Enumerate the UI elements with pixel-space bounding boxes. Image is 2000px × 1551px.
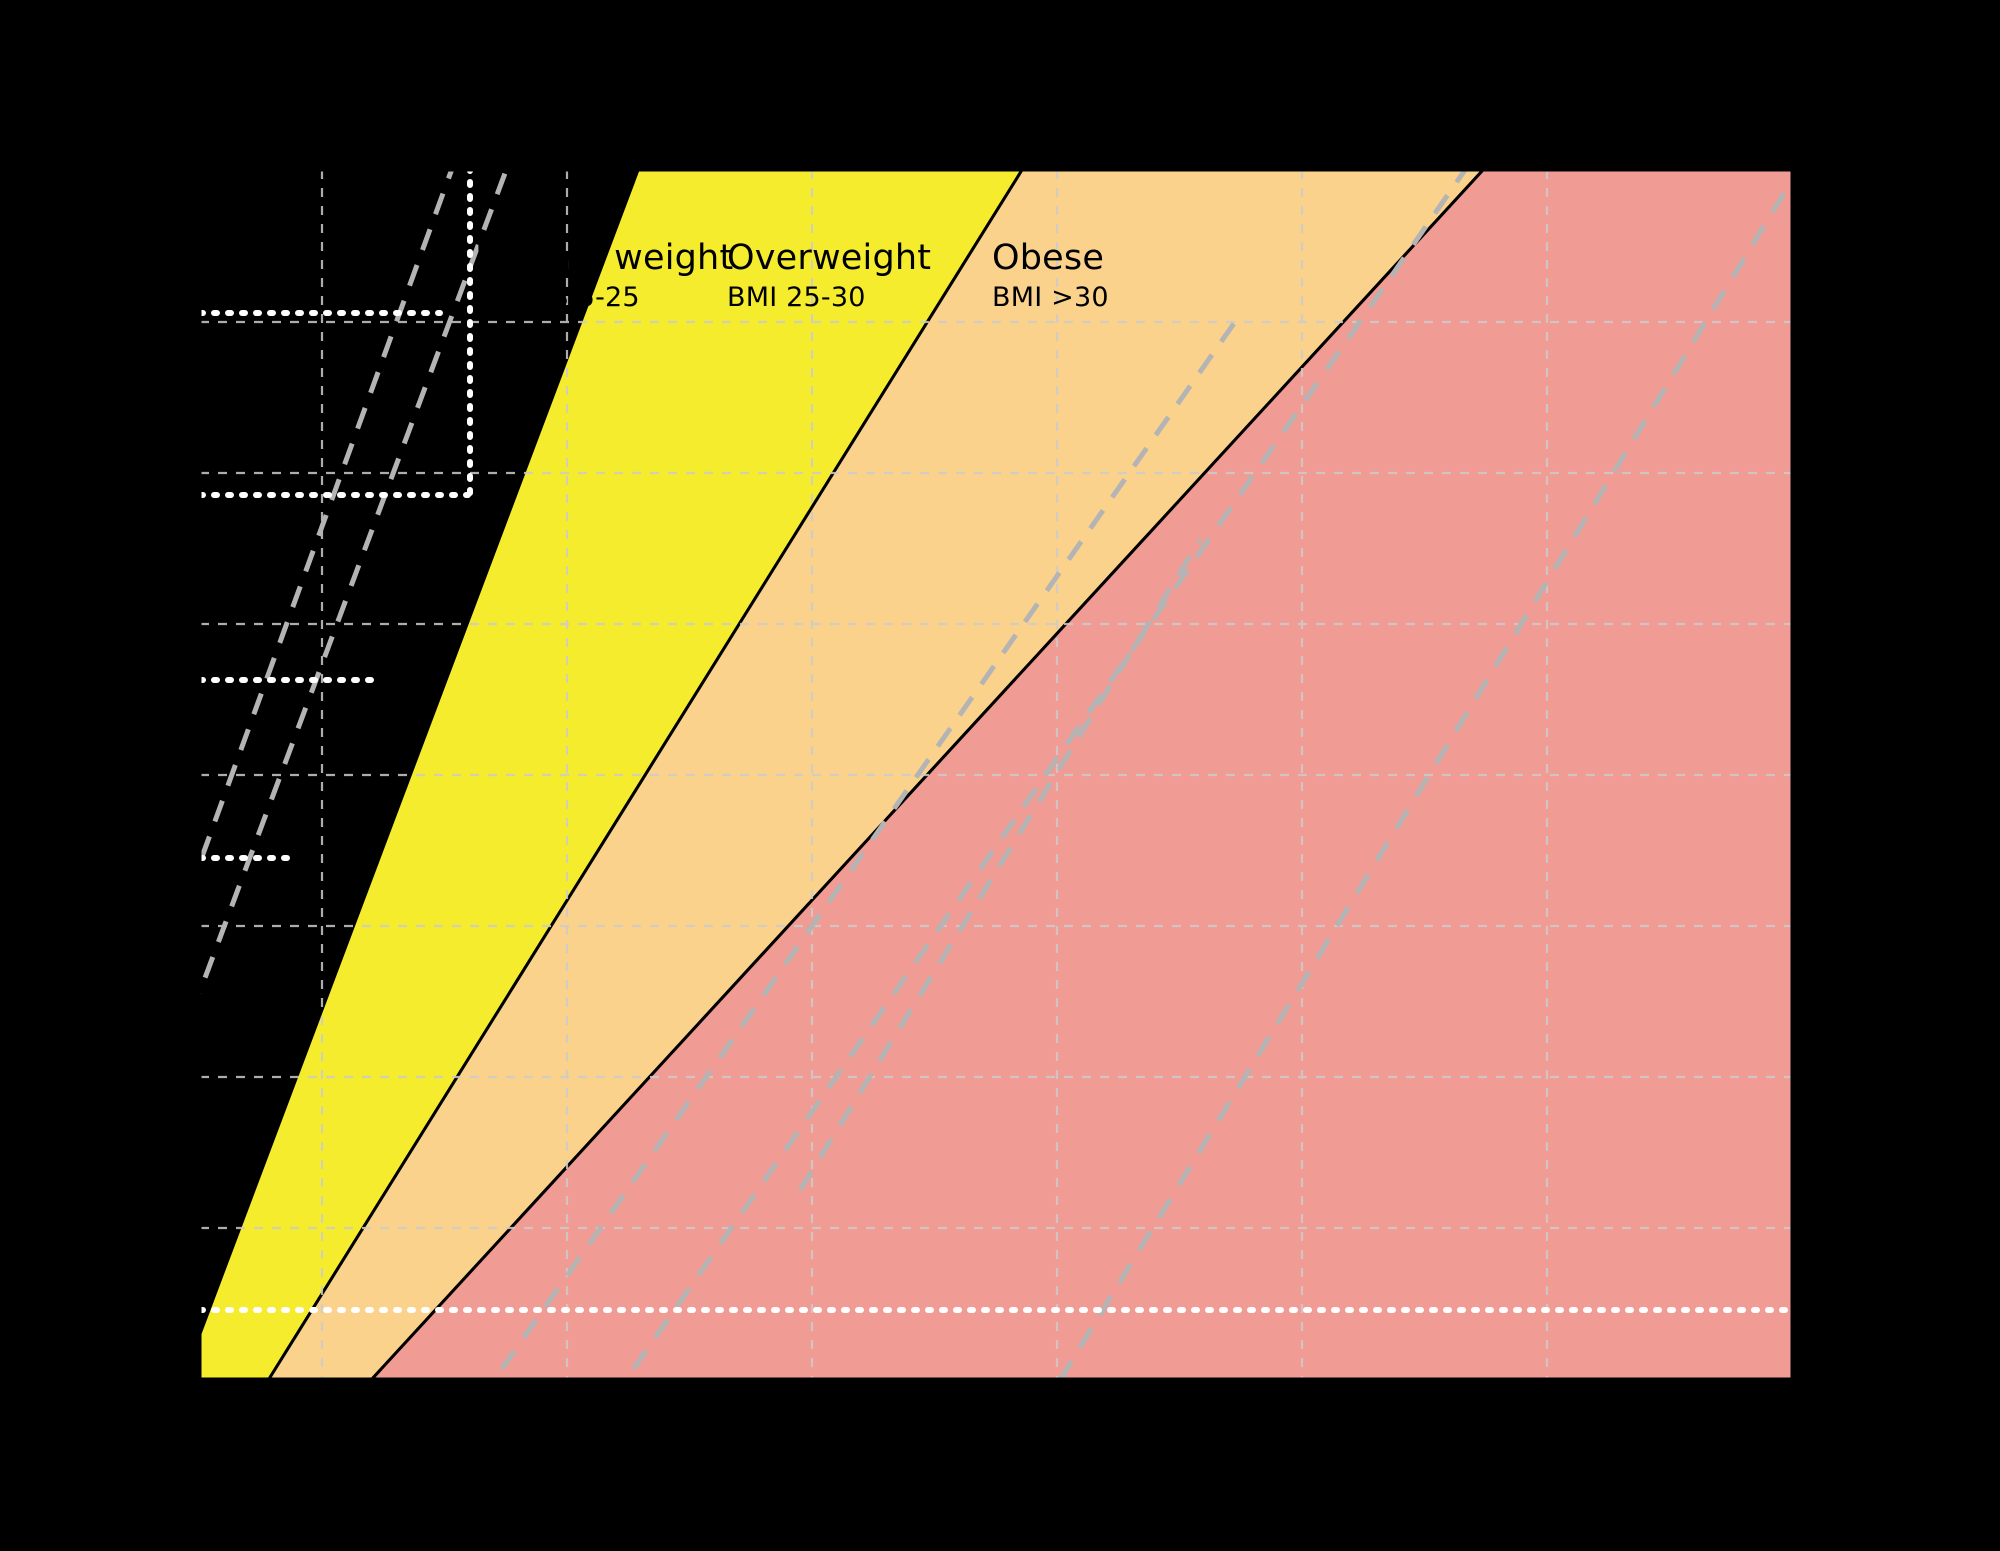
marker-lines — [200, 170, 1792, 1313]
xtick-label-40: 40 — [308, 1405, 342, 1435]
bmi-dashed-line-high — [491, 320, 1238, 1379]
ytick-label-1p7: 1.7 — [128, 761, 170, 791]
xtick-label-140: 140 — [1526, 1405, 1576, 1435]
xtick-label-100: 100 — [1036, 1405, 1086, 1435]
xtick-label-120: 120 — [1281, 1405, 1331, 1435]
xtick-label-80: 80 — [798, 1405, 832, 1435]
ytick-label-1p9: 1.9 — [128, 459, 170, 489]
ytick-label-2p0: 2.0 — [128, 308, 170, 338]
x-axis-title: Weight (kg) — [920, 1455, 1094, 1490]
bmi-dashed-line-mid — [200, 170, 509, 999]
y-tick-marks — [183, 320, 200, 1230]
xtick-label-60: 60 — [553, 1405, 587, 1435]
bmi-dashed-line-obese-1 — [797, 538, 1203, 1192]
ytick-label-1p6: 1.6 — [128, 912, 170, 942]
ytick-label-1p8: 1.8 — [128, 610, 170, 640]
x-tick-marks — [320, 1379, 1794, 1396]
bmi-dashed-line-obese-2 — [1057, 178, 1792, 1379]
xtick-label-160: 160 — [1771, 1405, 1821, 1435]
grid-lines — [200, 170, 1792, 1379]
y-axis-title: Height (m) — [72, 678, 107, 840]
ytick-label-1p4: 1.4 — [128, 1214, 170, 1244]
ytick-label-1p5: 1.5 — [128, 1063, 170, 1093]
bmi-dashed-line-highest — [623, 170, 1468, 1379]
y-tick-marks-right — [1792, 320, 1809, 1230]
